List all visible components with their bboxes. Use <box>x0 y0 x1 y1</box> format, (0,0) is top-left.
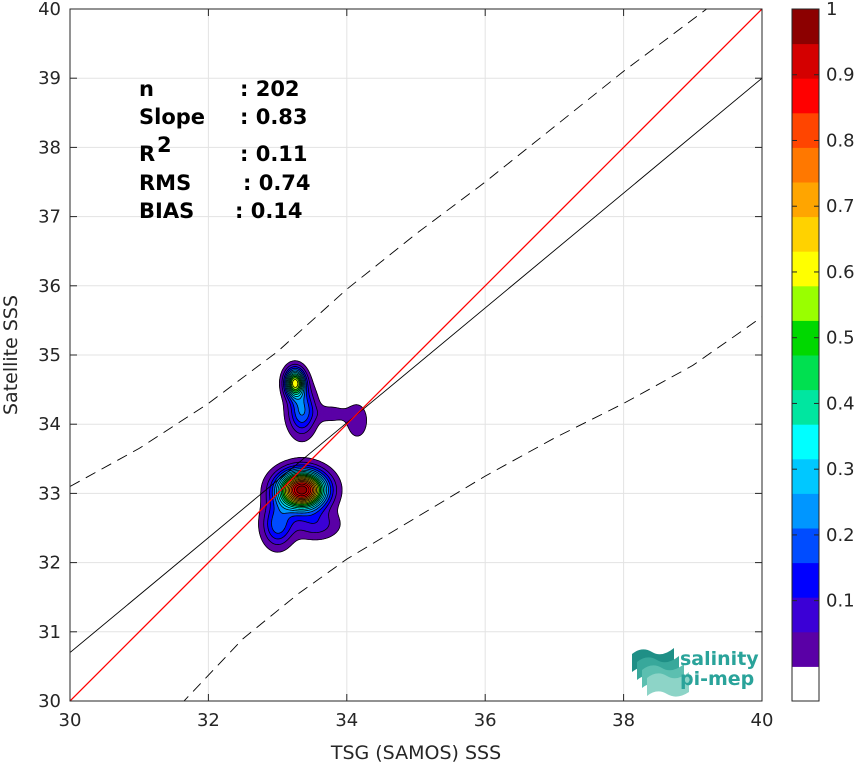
colorbar-segment <box>792 147 819 183</box>
density-contours <box>258 360 367 553</box>
statistics-box: n : 202 Slope : 0.83 R 2 : 0.11 RMS : 0.74 BIAS : … <box>139 77 311 223</box>
colorbar-tick-label: 0.8 <box>826 130 855 151</box>
stat-value: : 0.74 <box>243 171 311 195</box>
y-tick-label: 36 <box>38 276 61 297</box>
x-tick-label: 38 <box>612 710 635 731</box>
lower-bound-line <box>183 316 762 701</box>
colorbar-tick-label: 0.3 <box>826 459 855 480</box>
y-tick-label: 32 <box>38 553 61 574</box>
logo-line1: salinity <box>680 648 759 670</box>
stat-label: RMS <box>139 171 191 195</box>
density-level-line <box>267 366 334 540</box>
stat-row: BIAS : 0.14 <box>139 199 303 223</box>
colorbar-tick-label: 0.2 <box>826 525 855 546</box>
y-tick-label: 38 <box>38 137 61 158</box>
regression-line <box>70 77 762 653</box>
stat-value: : 202 <box>240 77 300 101</box>
colorbar-tick-label: 0.5 <box>826 328 855 349</box>
colorbar-tick-label: 1 <box>826 0 837 20</box>
y-tick-label: 35 <box>38 345 61 366</box>
x-tick-label: 32 <box>197 710 220 731</box>
plot-area: 30 32 34 36 38 40 30 31 32 33 34 35 36 37 38 39 40 TSG (S… <box>0 0 773 764</box>
colorbar-segment <box>792 631 819 667</box>
x-tick-label: 34 <box>335 710 358 731</box>
colorbar-segment <box>792 562 819 598</box>
stat-row: n : 202 <box>139 77 300 101</box>
stat-value: : 0.83 <box>240 105 308 129</box>
density-level-line <box>283 377 320 505</box>
colorbar-segment <box>792 424 819 460</box>
logo-wave-icon <box>647 672 689 697</box>
colorbar-segment <box>792 112 819 148</box>
density-level-line <box>282 375 322 506</box>
stat-row: Slope : 0.83 <box>139 105 308 129</box>
density-level-line <box>296 485 308 495</box>
colorbar-segment <box>792 285 819 321</box>
y-tick-label: 37 <box>38 207 61 228</box>
density-level-line <box>274 369 329 514</box>
density-level-line <box>258 360 367 553</box>
y-tick-label: 30 <box>38 691 61 712</box>
x-tick-label: 40 <box>751 710 774 731</box>
y-tick-label: 40 <box>38 0 61 20</box>
logo-line2: pi-mep <box>680 668 754 690</box>
y-axis-label: Satellite SSS <box>0 295 22 415</box>
density-level-line <box>277 372 326 510</box>
colorbar-segment <box>792 528 819 564</box>
stat-row: RMS : 0.74 <box>139 171 311 195</box>
x-axis-label: TSG (SAMOS) SSS <box>330 742 501 764</box>
lines <box>70 9 762 701</box>
colorbar-tick-label: 0.1 <box>826 591 855 612</box>
x-tick-label: 36 <box>474 710 497 731</box>
stat-value: : 0.11 <box>240 142 308 166</box>
density-level-line <box>292 482 312 498</box>
y-tick-label: 39 <box>38 68 61 89</box>
stat-label: BIAS <box>139 199 194 223</box>
stat-label: Slope <box>139 105 205 129</box>
colorbar-tick-label: 0.9 <box>826 65 855 86</box>
x-tick-label: 30 <box>59 710 82 731</box>
colorbar-segment <box>792 78 819 114</box>
stat-label: n <box>139 77 154 101</box>
colorbar-segment <box>792 216 819 252</box>
colorbar-tick-label: 0.6 <box>826 262 855 283</box>
colorbar-frame <box>791 8 820 702</box>
density-level-line <box>289 479 315 501</box>
density-level-line <box>286 477 318 503</box>
colorbar-tick-label: 0.4 <box>826 393 855 414</box>
density-level-line <box>263 363 338 545</box>
colorbar-segment <box>792 597 819 633</box>
stat-label: R <box>139 142 155 166</box>
upper-bound-line <box>70 9 708 487</box>
colorbar-segment <box>792 666 819 701</box>
density-level-line <box>271 367 332 534</box>
identity-line <box>70 9 762 701</box>
colorbar-segment <box>792 43 819 79</box>
density-level-line <box>293 483 310 497</box>
stat-value: : 0.14 <box>235 199 303 223</box>
colorbar-segment <box>792 355 819 391</box>
colorbar-tick-label: 0.7 <box>826 196 855 217</box>
density-level-line <box>280 374 323 507</box>
colorbar-segment <box>792 458 819 494</box>
y-tick-label: 33 <box>38 483 61 504</box>
density-level-line <box>279 373 324 509</box>
stat-superscript: 2 <box>157 133 172 157</box>
y-tick-label: 31 <box>38 622 61 643</box>
colorbar: 0.1 0.2 0.3 0.4 0.5 0.6 0.7 0.8 0.9 1 <box>791 0 855 702</box>
colorbar-segment <box>792 182 819 218</box>
density-level-line <box>290 481 313 499</box>
colorbar-segment <box>792 389 819 425</box>
density-level-line <box>275 370 328 512</box>
density-level-line <box>287 478 316 502</box>
colorbar-segment <box>792 9 819 45</box>
colorbar-segment <box>792 251 819 287</box>
y-tick-label: 34 <box>38 414 61 435</box>
colorbar-segment <box>792 493 819 529</box>
